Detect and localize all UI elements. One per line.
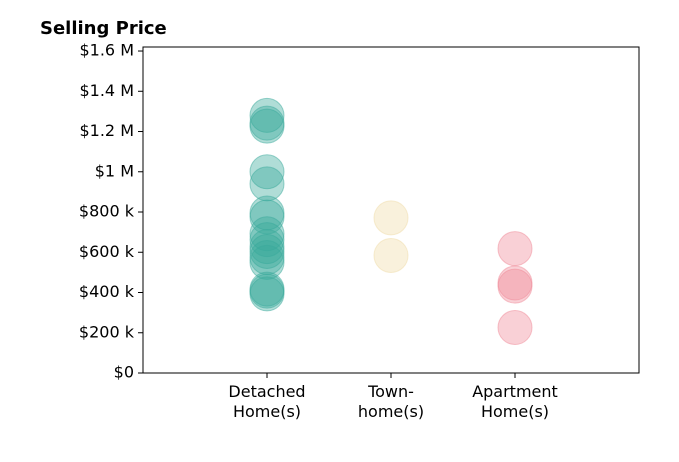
point [249,229,285,265]
y-tick-label: $400 k [79,282,135,301]
y-tick-label: $1.4 M [79,81,134,100]
point [249,108,285,144]
x-tick-label: Detached Home(s) [228,382,306,421]
y-tick-label: $200 k [79,322,135,341]
point [497,310,533,346]
point [249,166,285,202]
point [497,268,533,304]
chart-title: Selling Price [40,18,167,39]
y-tick-label: $1.6 M [79,41,134,60]
point [249,97,285,133]
point [249,154,285,190]
point [497,231,533,267]
x-tick-label: Town- home(s) [357,382,425,421]
point [373,237,409,273]
y-tick-label: $1 M [95,161,134,180]
y-tick-label: $1.2 M [79,121,134,140]
y-tick-label: $0 [114,363,134,382]
x-tick-label: Apartment Home(s) [472,382,558,421]
point [249,276,285,312]
y-tick-label: $800 k [79,202,135,221]
y-tick-label: $600 k [79,242,135,261]
point [249,244,285,280]
point [373,200,409,236]
